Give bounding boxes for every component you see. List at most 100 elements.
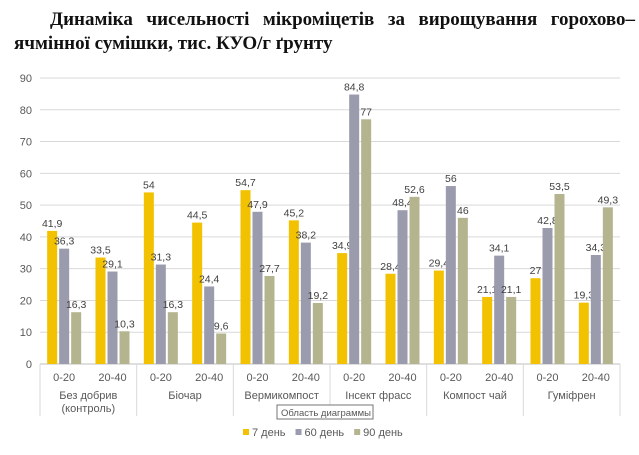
bar: [167, 312, 178, 364]
bar: [409, 196, 420, 364]
data-label: 48,4: [392, 197, 413, 209]
data-label: 54: [143, 179, 155, 191]
y-tick-label: 50: [20, 200, 32, 212]
sub-label: 20-40: [388, 372, 416, 384]
data-label: 29,4: [429, 258, 450, 270]
data-label: 52,6: [404, 184, 425, 196]
bar: [288, 220, 299, 364]
bar: [385, 273, 396, 364]
bar: [143, 192, 154, 364]
y-tick-label: 60: [20, 168, 32, 180]
legend-label: 7 день: [252, 427, 286, 439]
bar: [361, 119, 372, 364]
data-label: 24,4: [199, 273, 220, 285]
tooltip-box: [276, 404, 374, 420]
sub-label: 0-20: [343, 372, 365, 384]
bar: [482, 296, 493, 364]
bar: [95, 257, 106, 364]
data-label: 34,9: [332, 240, 353, 252]
title-line-2: ячмінної сумішки, тис. КУО/г ґрунту: [14, 33, 333, 54]
bar: [107, 271, 118, 364]
data-label: 21,1: [477, 284, 498, 296]
legend-swatch: [354, 429, 361, 435]
sub-label: 20-40: [292, 372, 320, 384]
data-label: 10,3: [114, 318, 135, 330]
bar: [337, 253, 348, 364]
bar: [433, 270, 444, 364]
sub-label: 20-40: [195, 372, 223, 384]
y-tick-label: 30: [20, 264, 32, 276]
bar: [506, 296, 517, 364]
group-label: Біочар: [168, 390, 202, 402]
y-tick-label: 90: [20, 73, 32, 85]
data-label: 47,9: [247, 199, 268, 211]
bar: [312, 302, 323, 364]
sub-label: 20-40: [582, 372, 610, 384]
data-label: 77: [360, 106, 372, 118]
chart-title: Динаміка чисельності мікроміцетів за вир…: [0, 8, 639, 56]
data-label: 31,3: [151, 252, 172, 264]
data-label: 38,2: [296, 230, 317, 242]
data-label: 21,1: [501, 284, 522, 296]
legend-swatch: [243, 429, 249, 435]
bar: [590, 255, 601, 364]
data-label: 16,3: [163, 299, 184, 311]
legend-label: 60 день: [305, 427, 345, 439]
data-label: 36,3: [54, 236, 75, 248]
data-label: 28,4: [380, 261, 401, 273]
group-label: Компост чай: [443, 390, 507, 402]
group-label: Гуміфрен: [548, 390, 596, 402]
title-line-1: Динаміка чисельності мікроміцетів за вир…: [50, 9, 635, 30]
bar: [47, 230, 58, 364]
bar: [240, 190, 251, 364]
bar: [300, 242, 311, 364]
data-label: 27,7: [259, 263, 280, 275]
bar: [119, 331, 130, 364]
y-tick-label: 70: [20, 137, 32, 149]
bar: [457, 217, 468, 364]
bar: [264, 275, 275, 364]
bar: [578, 302, 589, 364]
tooltip-text: Область диаграммы: [281, 408, 371, 419]
data-label: 54,7: [235, 177, 256, 189]
y-tick-label: 80: [20, 105, 32, 117]
bar: [71, 312, 82, 364]
bar: [494, 255, 505, 364]
data-label: 42,8: [537, 215, 558, 227]
data-label: 46: [457, 205, 469, 217]
legend-swatch: [295, 429, 302, 435]
group-label: (контроль): [62, 403, 116, 415]
bar: [349, 94, 360, 364]
group-label: Інсект фрасс: [345, 390, 412, 402]
sub-label: 0-20: [150, 372, 172, 384]
data-label: 33,5: [90, 245, 111, 257]
bar: [530, 278, 541, 364]
sub-label: 20-40: [98, 372, 126, 384]
data-label: 34,3: [586, 242, 607, 254]
sub-label: 0-20: [246, 372, 268, 384]
y-tick-label: 40: [20, 232, 32, 244]
sub-label: 0-20: [440, 372, 462, 384]
data-label: 49,3: [598, 194, 619, 206]
bar: [59, 248, 70, 364]
data-label: 56: [445, 173, 457, 185]
data-label: 16,3: [66, 299, 87, 311]
y-tick-label: 0: [26, 359, 32, 371]
data-label: 53,5: [549, 181, 570, 193]
data-label: 19,2: [308, 290, 329, 302]
bar: [602, 207, 613, 364]
bar: [204, 286, 215, 364]
bar: [252, 211, 263, 364]
data-label: 29,1: [102, 259, 123, 271]
data-label: 19,3: [574, 290, 595, 302]
bar: [192, 222, 203, 364]
y-tick-label: 20: [20, 295, 32, 307]
bar: [397, 210, 408, 364]
data-label: 44,5: [187, 210, 208, 222]
data-label: 45,2: [284, 207, 305, 219]
data-label: 34,1: [489, 243, 510, 255]
data-label: 27: [530, 265, 542, 277]
bar: [542, 227, 553, 364]
data-label: 9,6: [214, 320, 229, 332]
